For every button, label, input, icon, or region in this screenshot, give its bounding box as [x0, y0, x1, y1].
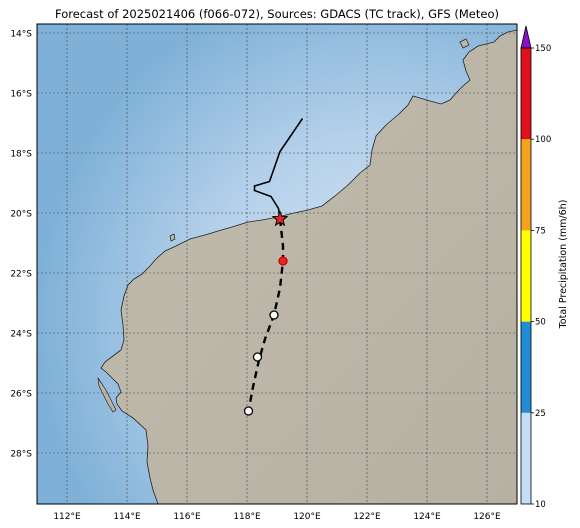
- cyclone-tracks: [243, 118, 304, 416]
- latitude-tick-label: 14°S: [10, 30, 32, 40]
- longitude-tick-label: 124°E: [413, 512, 441, 522]
- longitude-labels: 112°E 114°E 116°E 118°E 120°E 122°E 124°E 126°E: [53, 512, 501, 522]
- latitude-tick-label: 28°S: [10, 450, 32, 460]
- island-kimberley: [459, 38, 470, 49]
- longitude-tick-label: 112°E: [53, 512, 81, 522]
- gridlines: [37, 24, 517, 504]
- latitude-tick-label: 20°S: [10, 210, 32, 220]
- map-area: [37, 24, 517, 504]
- precipitation-colorbar: [520, 25, 532, 505]
- colorbar-label: Total Precipitation (mm/6h): [558, 200, 569, 330]
- latitude-tick-label: 16°S: [10, 90, 32, 100]
- longitude-tick-label: 116°E: [173, 512, 201, 522]
- colorbar-tick-label: 10: [535, 500, 546, 510]
- observed-track-line: [253, 118, 304, 220]
- colorbar-bin: [521, 48, 531, 140]
- colorbar-bin: [521, 321, 531, 413]
- longitude-tick-label: 118°E: [233, 512, 261, 522]
- colorbar-bin: [521, 139, 531, 231]
- island-dirk-hartog: [97, 377, 117, 413]
- longitude-tick-label: 126°E: [473, 512, 501, 522]
- latitude-labels: 14°S 16°S 18°S 20°S 22°S 24°S 26°S 28°S: [10, 30, 32, 460]
- map-frame: [36, 23, 518, 505]
- longitude-tick-label: 114°E: [113, 512, 141, 522]
- forecast-point-open: [243, 406, 254, 416]
- latitude-tick-label: 18°S: [10, 150, 32, 160]
- forecast-point-open: [269, 310, 279, 320]
- colorbar-tick-label: 150: [535, 44, 551, 54]
- latitude-tick-label: 24°S: [10, 330, 32, 340]
- colorbar-frame: [520, 47, 532, 505]
- longitude-tick-label: 122°E: [353, 512, 381, 522]
- colorbar-tick-label: 75: [535, 226, 546, 236]
- forecast-point-red: [278, 256, 288, 266]
- longitude-tick-label: 120°E: [293, 512, 321, 522]
- colorbar-tick-label: 100: [535, 135, 551, 145]
- island-barrow: [169, 233, 176, 242]
- map-title: Forecast of 2025021406 (f066-072), Sourc…: [55, 7, 499, 21]
- forecast-point-open: [252, 352, 263, 362]
- colorbar-bin: [521, 412, 531, 504]
- colorbar-tick-label: 50: [535, 318, 546, 328]
- land-western-australia: [100, 24, 517, 504]
- latitude-tick-label: 26°S: [10, 390, 32, 400]
- colorbar-extend-arrow: [520, 25, 532, 49]
- colorbar-bin: [521, 230, 531, 322]
- latitude-tick-label: 22°S: [10, 270, 32, 280]
- colorbar-ticks: 10 25 50 75 100 150: [531, 44, 551, 510]
- current-position-star-icon: [271, 210, 289, 227]
- colorbar-tick-label: 25: [535, 409, 546, 419]
